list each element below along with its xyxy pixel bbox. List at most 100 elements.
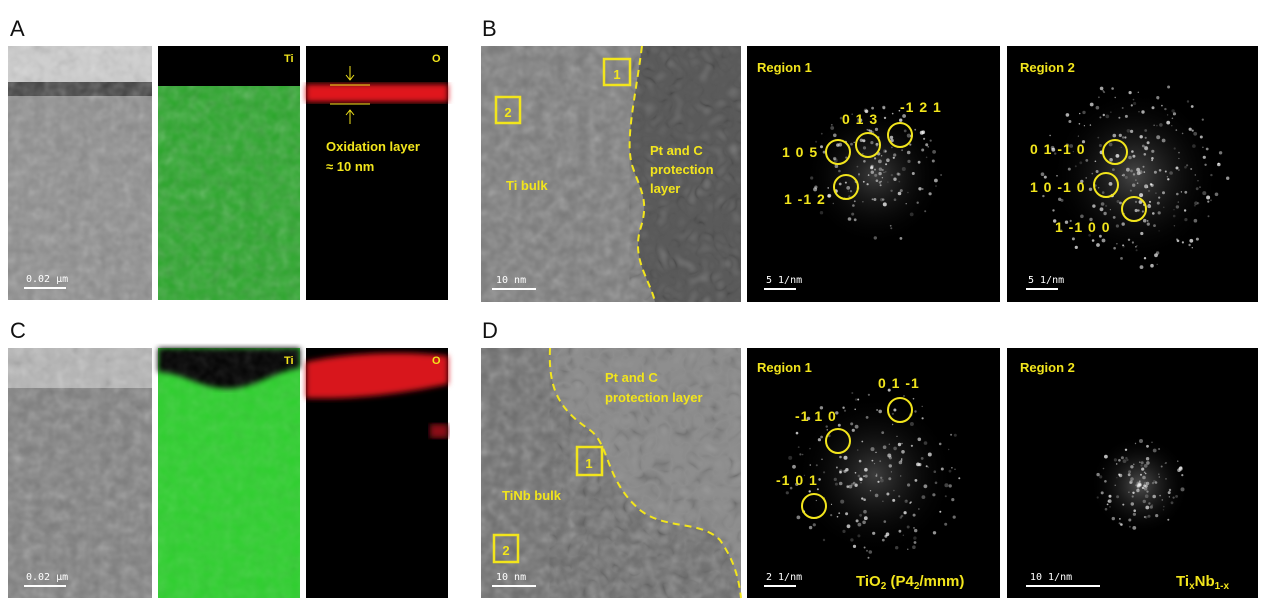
speckle bbox=[1132, 155, 1135, 158]
panel-label: B bbox=[482, 16, 497, 41]
speckle bbox=[1135, 201, 1137, 203]
speckle bbox=[1178, 152, 1180, 154]
speckle bbox=[893, 490, 895, 492]
speckle bbox=[913, 514, 916, 517]
speckle bbox=[863, 146, 866, 149]
speckle bbox=[1159, 476, 1160, 477]
speckle bbox=[882, 501, 883, 502]
speckle bbox=[1130, 130, 1133, 133]
speckle bbox=[895, 546, 898, 549]
speckle bbox=[913, 536, 916, 539]
speckle bbox=[1129, 526, 1131, 528]
speckle bbox=[844, 410, 846, 412]
speckle bbox=[827, 429, 829, 431]
speckle bbox=[922, 417, 924, 419]
speckle bbox=[876, 146, 877, 147]
speckle bbox=[1099, 144, 1102, 147]
texture bbox=[158, 86, 300, 300]
speckle bbox=[1202, 191, 1206, 195]
speckle bbox=[1156, 135, 1160, 139]
speckle bbox=[1122, 175, 1123, 176]
speckle bbox=[1101, 202, 1105, 206]
speckle bbox=[1084, 125, 1085, 126]
speckle bbox=[862, 201, 863, 202]
protection-label: Pt and C bbox=[650, 143, 703, 158]
speckle bbox=[914, 410, 916, 412]
speckle bbox=[925, 143, 928, 146]
speckle bbox=[907, 526, 910, 529]
speckle bbox=[1153, 449, 1157, 453]
speckle bbox=[852, 204, 855, 207]
speckle bbox=[935, 482, 938, 485]
speckle bbox=[1208, 215, 1210, 217]
speckle bbox=[1138, 111, 1139, 112]
speckle bbox=[1147, 223, 1150, 226]
speckle bbox=[924, 484, 928, 488]
speckle bbox=[915, 479, 918, 482]
speckle bbox=[1174, 147, 1176, 149]
speckle bbox=[796, 432, 799, 435]
speckle bbox=[918, 508, 919, 509]
speckle bbox=[1141, 468, 1144, 471]
speckle bbox=[1140, 135, 1143, 138]
speckle bbox=[1173, 209, 1174, 210]
speckle bbox=[823, 539, 825, 541]
region-title: Region 1 bbox=[757, 360, 812, 375]
speckle bbox=[882, 539, 885, 542]
speckle bbox=[855, 425, 859, 429]
speckle bbox=[930, 140, 932, 142]
speckle bbox=[1079, 113, 1080, 114]
spot-index: 1 -1 2 bbox=[784, 191, 826, 207]
speckle bbox=[1128, 519, 1131, 522]
speckle bbox=[862, 139, 865, 142]
speckle bbox=[954, 469, 955, 470]
speckle bbox=[1148, 190, 1150, 192]
speckle bbox=[859, 477, 862, 480]
speckle bbox=[910, 213, 914, 217]
speckle bbox=[1155, 192, 1157, 194]
speckle bbox=[1200, 136, 1203, 139]
speckle bbox=[1177, 240, 1180, 243]
speckle bbox=[1145, 473, 1146, 474]
speckle bbox=[1194, 205, 1196, 207]
speckle bbox=[884, 117, 886, 119]
speckle bbox=[883, 445, 887, 449]
speckle bbox=[1109, 143, 1113, 147]
speckle bbox=[1111, 87, 1114, 90]
speckle bbox=[1118, 117, 1120, 119]
panel-label: D bbox=[482, 318, 498, 343]
spot-index: -1 0 1 bbox=[776, 472, 818, 488]
speckle bbox=[1113, 247, 1116, 250]
speckle bbox=[1145, 137, 1147, 139]
speckle bbox=[1128, 473, 1131, 476]
speckle bbox=[1167, 86, 1170, 89]
speckle bbox=[1109, 495, 1112, 498]
speckle bbox=[847, 524, 851, 528]
speckle bbox=[1139, 170, 1143, 174]
element-label: O bbox=[432, 53, 441, 65]
speckle bbox=[1169, 171, 1173, 175]
speckle bbox=[900, 237, 903, 240]
speckle bbox=[1103, 91, 1105, 93]
speckle bbox=[1107, 500, 1109, 502]
speckle bbox=[1204, 164, 1206, 166]
speckle bbox=[901, 450, 905, 454]
speckle bbox=[1163, 207, 1164, 208]
speckle bbox=[923, 138, 925, 140]
speckle bbox=[1156, 96, 1159, 99]
speckle bbox=[1150, 183, 1152, 185]
speckle bbox=[1207, 201, 1209, 203]
speckle bbox=[1095, 161, 1097, 163]
tem-image: Pt and C protection layer 1 TiNb bulk 2 … bbox=[481, 348, 741, 598]
speckle bbox=[1121, 147, 1122, 148]
spot-index: 0 1 -1 0 bbox=[1030, 141, 1085, 157]
speckle bbox=[848, 217, 852, 221]
speckle bbox=[901, 149, 903, 151]
speckle bbox=[926, 465, 928, 467]
speckle bbox=[1133, 509, 1136, 512]
speckle bbox=[834, 478, 837, 481]
speckle bbox=[890, 190, 892, 192]
speckle bbox=[1178, 201, 1179, 202]
speckle bbox=[922, 188, 924, 190]
speckle bbox=[904, 130, 907, 133]
